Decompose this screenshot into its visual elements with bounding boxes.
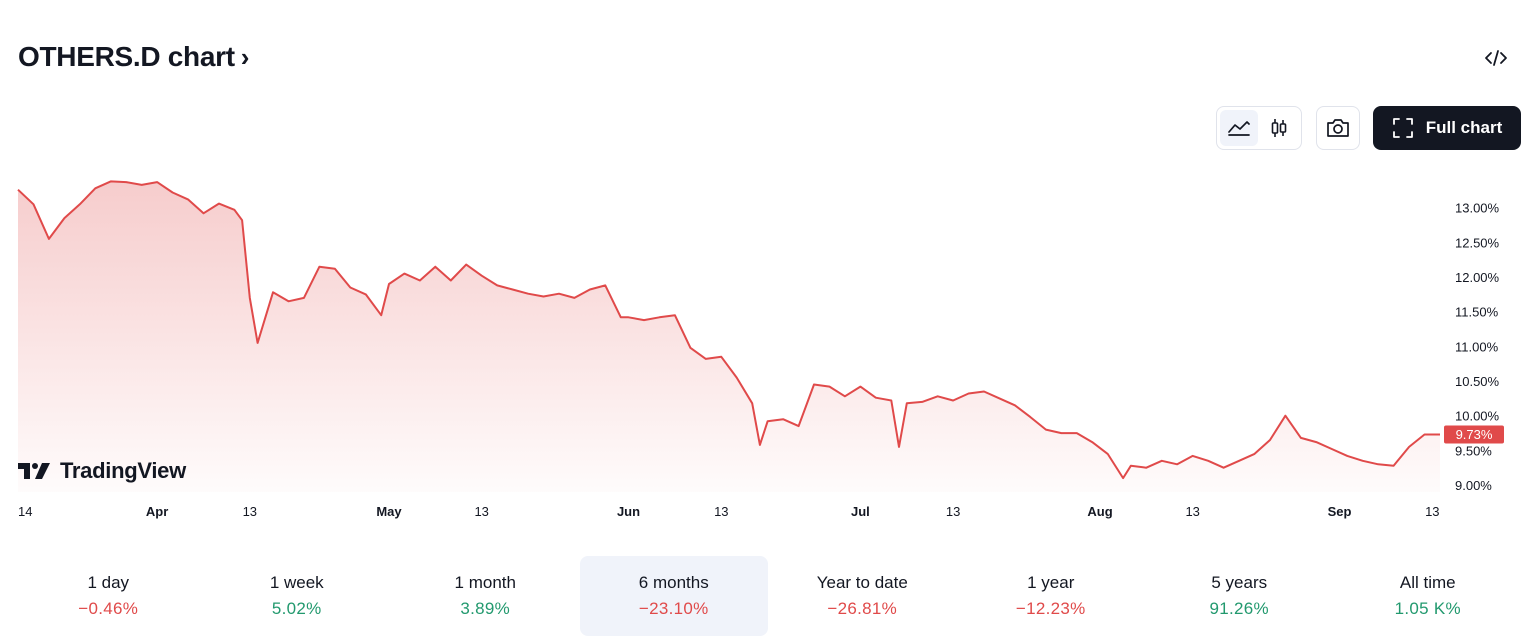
x-tick-label: 13 — [1425, 504, 1439, 519]
period-label: 1 day — [87, 573, 130, 592]
tradingview-logo-icon — [18, 463, 50, 479]
period-label: 5 years — [1211, 573, 1268, 592]
period-change-value: −0.46% — [78, 599, 139, 618]
last-value-text: 9.73% — [1456, 427, 1493, 442]
y-tick-label: 10.50% — [1455, 374, 1500, 389]
period-change-value: 3.89% — [460, 599, 511, 618]
y-tick-label: 13.00% — [1455, 201, 1500, 216]
chart-toolbar: Full chart — [1216, 106, 1521, 150]
x-tick-label: Aug — [1087, 504, 1112, 519]
page-title: OTHERS.D chart — [18, 40, 235, 72]
chevron-right-icon: › — [240, 42, 250, 72]
period-1-day[interactable]: 1 day −0.46% — [14, 556, 203, 636]
embed-code-button[interactable] — [1478, 42, 1514, 74]
x-tick-label: Apr — [146, 504, 168, 519]
x-tick-label: 13 — [946, 504, 960, 519]
period-change-value: 91.26% — [1209, 599, 1269, 618]
area-chart-button[interactable] — [1220, 110, 1258, 146]
y-tick-label: 12.00% — [1455, 270, 1500, 285]
x-tick-label: 13 — [474, 504, 488, 519]
period-year-to-date[interactable]: Year to date −26.81% — [768, 556, 957, 636]
period-1-year[interactable]: 1 year −12.23% — [957, 556, 1146, 636]
performance-periods: 1 day −0.46% 1 week 5.02% 1 month 3.89% 6 mont… — [14, 556, 1522, 636]
candles-chart-button[interactable] — [1260, 110, 1298, 146]
period-change-value: −26.81% — [827, 599, 898, 618]
x-tick-label: 13 — [243, 504, 257, 519]
period-label: 1 month — [454, 573, 516, 592]
period-6-months[interactable]: 6 months −23.10% — [579, 556, 768, 636]
y-tick-label: 10.00% — [1455, 409, 1500, 424]
chart-type-switcher — [1216, 106, 1302, 150]
x-tick-label: Sep — [1328, 504, 1352, 519]
full-chart-button[interactable]: Full chart — [1373, 106, 1521, 150]
chart-title-link[interactable]: OTHERS.D chart › — [18, 40, 249, 73]
x-tick-label: 14 — [18, 504, 32, 519]
period-change-value: −23.10% — [638, 599, 709, 618]
y-tick-label: 9.50% — [1455, 443, 1492, 458]
y-tick-label: 9.00% — [1455, 478, 1492, 493]
y-tick-label: 12.50% — [1455, 235, 1500, 250]
watermark-text: TradingView — [60, 458, 186, 483]
code-icon — [1485, 50, 1507, 66]
tradingview-logo: TradingView — [18, 458, 186, 484]
period-change-value: 1.05 K% — [1394, 599, 1461, 618]
area-fill — [18, 181, 1440, 492]
period-label: 1 week — [269, 573, 324, 592]
period-1-week[interactable]: 1 week 5.02% — [203, 556, 392, 636]
candlestick-icon — [1271, 119, 1287, 137]
camera-icon — [1327, 119, 1349, 137]
y-tick-label: 11.00% — [1455, 339, 1499, 354]
x-tick-label: 13 — [1185, 504, 1199, 519]
x-tick-label: Jun — [617, 504, 640, 519]
price-chart[interactable]: 13.00% 12.50% 12.00% 11.50% 11.00% 10.50% 10.0… — [0, 170, 1536, 530]
fullscreen-icon — [1392, 118, 1413, 138]
snapshot-button[interactable] — [1316, 106, 1360, 150]
period-all-time[interactable]: All time 1.05 K% — [1334, 556, 1523, 636]
full-chart-label: Full chart — [1425, 118, 1503, 137]
period-label: 6 months — [638, 573, 709, 592]
period-label: All time — [1399, 573, 1456, 592]
period-label: Year to date — [816, 573, 908, 592]
area-chart-icon — [1228, 121, 1250, 136]
period-change-value: −12.23% — [1015, 599, 1086, 618]
last-value-badge — [1444, 425, 1504, 444]
period-change-value: 5.02% — [271, 599, 322, 618]
price-line — [17, 180, 1440, 480]
period-label: 1 year — [1027, 573, 1075, 592]
period-5-years[interactable]: 5 years 91.26% — [1145, 556, 1334, 636]
x-tick-label: 13 — [714, 504, 728, 519]
period-1-month[interactable]: 1 month 3.89% — [391, 556, 580, 636]
x-tick-label: Jul — [851, 504, 870, 519]
y-tick-label: 11.50% — [1455, 305, 1499, 320]
x-tick-label: May — [376, 504, 402, 519]
